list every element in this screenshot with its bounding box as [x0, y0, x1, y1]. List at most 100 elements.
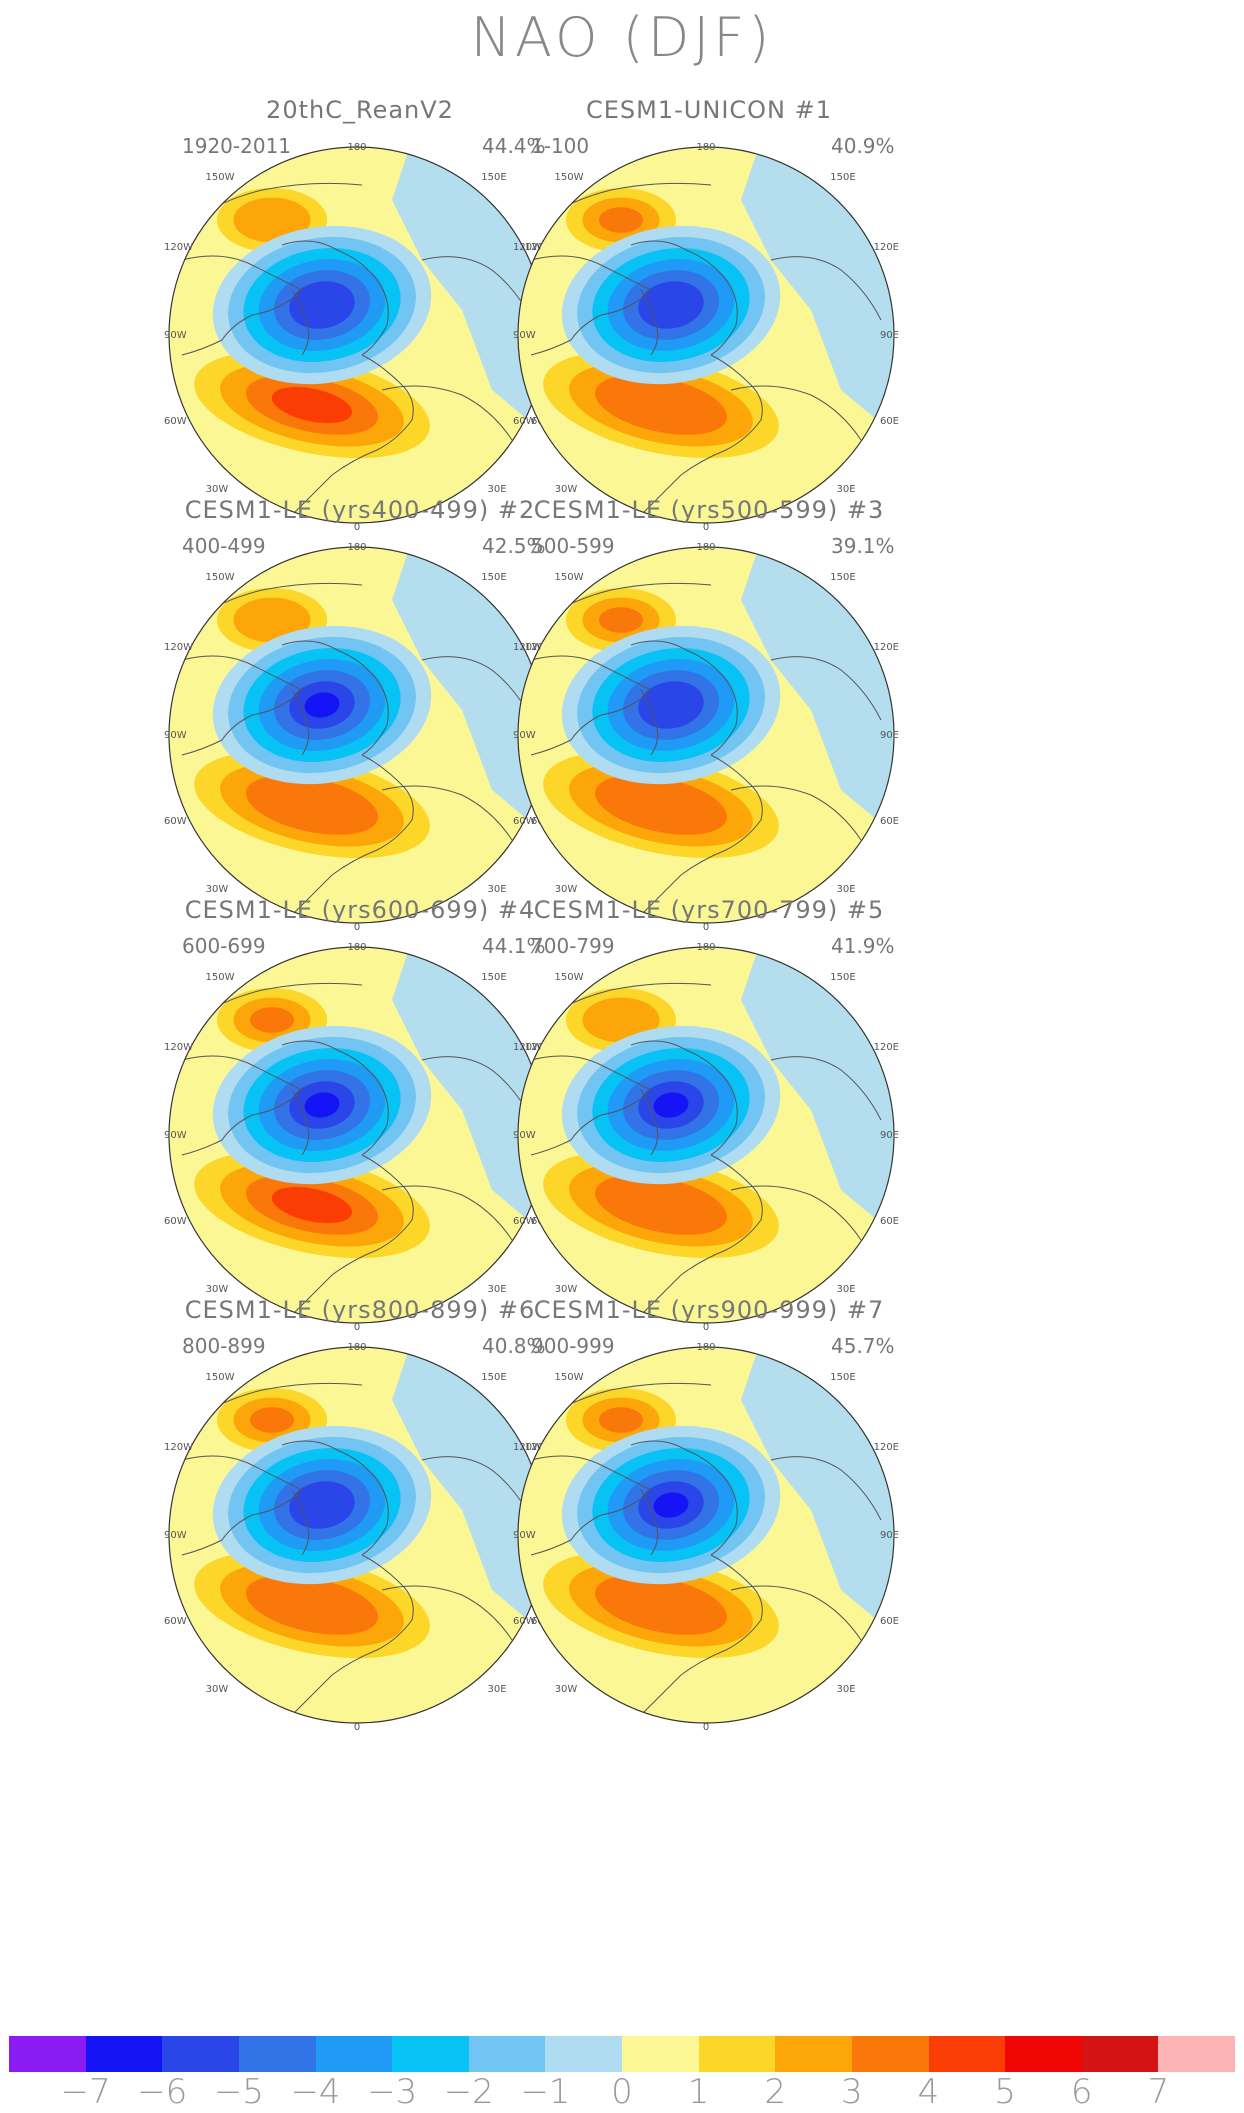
pacific-high-contour: [599, 207, 643, 233]
panel-title: CESM1-LE (yrs700-799) #5: [533, 896, 885, 924]
colorbar-swatch: [238, 2036, 316, 2072]
longitude-label: 0: [354, 1322, 360, 1333]
longitude-label: 90W: [164, 1130, 187, 1141]
panel-years: 1920-2011: [182, 134, 292, 158]
longitude-label: 30E: [836, 1284, 855, 1295]
colorbar-swatch: [162, 2036, 239, 2072]
panel-years: 800-899: [182, 1334, 266, 1358]
coastline: [640, 1554, 763, 1716]
coastline: [281, 1040, 389, 1156]
coastline: [281, 1440, 389, 1556]
coastline: [530, 655, 652, 756]
colorbar-label: −5: [213, 2072, 264, 2112]
panel-years: 500-599: [531, 534, 615, 558]
panel-years: 700-799: [531, 934, 615, 958]
longitude-label: 30E: [836, 884, 855, 895]
longitude-label: 120E: [874, 242, 899, 253]
coastline: [291, 1554, 414, 1716]
map-panel: CESM1-UNICON #1 1-100 40.9% 180 150W 150E 120W…: [499, 96, 969, 566]
icelandic-low-contour: [289, 281, 355, 329]
longitude-label: 150W: [206, 1372, 235, 1383]
longitude-label: 90W: [513, 330, 536, 341]
panel-title: CESM1-LE (yrs400-499) #2: [184, 496, 536, 524]
panel-title: CESM1-LE (yrs800-899) #6: [184, 1296, 536, 1324]
longitude-label: 150E: [481, 972, 506, 983]
colorbar-label: −3: [367, 2072, 418, 2112]
panel-title: 20thC_ReanV2: [266, 96, 454, 124]
colorbar-swatch: [545, 2036, 622, 2072]
colorbar-label: 5: [994, 2072, 1016, 2112]
coastline: [770, 656, 882, 721]
map-boundary: [517, 146, 895, 524]
colorbar-swatch: [775, 2036, 852, 2072]
colorbar-swatch: [1081, 2036, 1159, 2072]
pacific-high-contour: [233, 197, 311, 243]
longitude-label: 150W: [555, 972, 584, 983]
atlantic-high-contour: [595, 375, 727, 435]
coastline: [630, 1440, 738, 1556]
longitude-label: 150E: [830, 972, 855, 983]
colorbar-label: 3: [841, 2072, 863, 2112]
longitude-label: 30E: [836, 484, 855, 495]
longitude-label: 120W: [164, 642, 193, 653]
longitude-label: 150W: [206, 572, 235, 583]
coastline: [770, 1056, 882, 1121]
coastline: [291, 754, 414, 916]
longitude-label: 60W: [164, 1216, 187, 1227]
coastline: [640, 354, 763, 516]
coastline: [640, 289, 659, 356]
panel-years: 900-999: [531, 1334, 615, 1358]
colorbar-label: −1: [520, 2072, 571, 2112]
panel-variance-percent: 41.9%: [831, 934, 895, 958]
coastline: [381, 1185, 513, 1241]
longitude-label: 60E: [880, 416, 899, 427]
colorbar-label: −2: [443, 2072, 494, 2112]
pacific-high-contour: [582, 997, 660, 1043]
panel-title: CESM1-LE (yrs600-699) #4: [184, 896, 536, 924]
colorbar-label: 7: [1147, 2072, 1170, 2112]
longitude-label: 150E: [481, 1372, 506, 1383]
longitude-label: 30E: [487, 1684, 506, 1695]
longitude-label: 120W: [164, 1442, 193, 1453]
longitude-label: 180: [347, 542, 366, 553]
colorbar: [9, 2036, 1235, 2072]
longitude-label: 30W: [206, 1684, 229, 1695]
longitude-label: 0: [703, 922, 709, 933]
colorbar-label: 0: [611, 2072, 633, 2112]
colorbar-label: 6: [1070, 2072, 1093, 2112]
longitude-label: 30W: [206, 484, 229, 495]
coastline: [291, 1489, 310, 1556]
colorbar-swatch: [622, 2036, 699, 2072]
coastline: [381, 385, 513, 441]
longitude-label: 60W: [513, 1216, 536, 1227]
panel-variance-percent: 45.7%: [831, 1334, 895, 1358]
longitude-label: 150E: [830, 572, 855, 583]
longitude-label: 150E: [481, 172, 506, 183]
atlantic-high-contour: [271, 1186, 353, 1224]
atlantic-high-contour: [595, 775, 727, 835]
panel-years: 600-699: [182, 934, 266, 958]
longitude-label: 150W: [555, 1372, 584, 1383]
map-boundary: [517, 1346, 895, 1724]
longitude-label: 30W: [555, 1684, 578, 1695]
longitude-label: 30E: [487, 484, 506, 495]
panel-variance-percent: 40.9%: [831, 134, 895, 158]
coastline: [181, 1055, 303, 1156]
longitude-label: 120E: [874, 1442, 899, 1453]
longitude-label: 60W: [164, 1616, 187, 1627]
longitude-label: 180: [696, 142, 715, 153]
coastline: [181, 1455, 303, 1556]
panel-years: 400-499: [182, 534, 266, 558]
map-panel: 20thC_ReanV2 1920-2011 44.4% 180 150W 150E 120…: [150, 96, 620, 566]
coastline: [640, 689, 659, 756]
longitude-label: 90E: [880, 330, 899, 341]
coastline: [381, 785, 513, 841]
colorbar-swatch: [9, 2036, 86, 2072]
map-panel: CESM1-LE (yrs900-999) #7 900-999 45.7% 180 1…: [499, 1296, 969, 1766]
coastline: [630, 640, 738, 756]
longitude-label: 120E: [874, 642, 899, 653]
colorbar-swatch: [392, 2036, 469, 2072]
